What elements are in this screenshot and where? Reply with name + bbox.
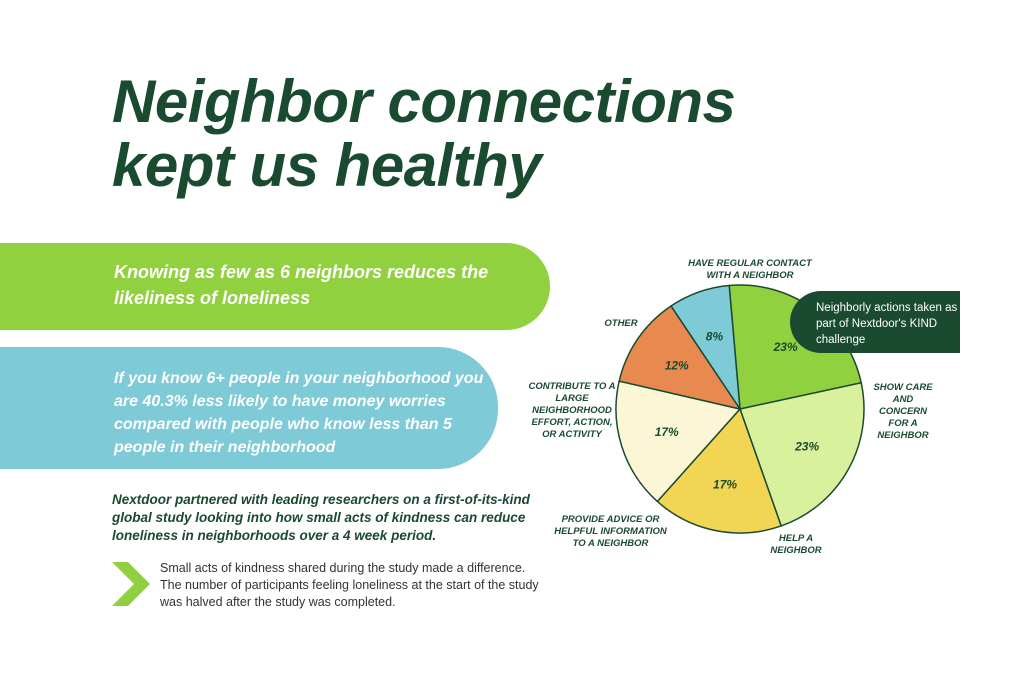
slice-label-help: HELP A NEIGHBOR: [770, 533, 822, 556]
chart-callout: Neighborly actions taken as part of Next…: [790, 291, 960, 353]
slice-label-advice: PROVIDE ADVICE OR HELPFUL INFORMATION TO…: [554, 514, 667, 549]
money-worries-banner-text: If you know 6+ people in your neighborho…: [114, 370, 484, 456]
slice-label-contribute: CONTRIBUTE TO A LARGE NEIGHBORHOOD EFFOR…: [528, 381, 616, 440]
loneliness-banner-text: Knowing as few as 6 neighbors reduces th…: [114, 262, 489, 308]
slice-label-care-concern: SHOW CARE AND CONCERN FOR A NEIGHBOR: [873, 382, 933, 441]
loneliness-banner: Knowing as few as 6 neighbors reduces th…: [0, 243, 550, 330]
study-result-note: Small acts of kindness shared during the…: [160, 561, 539, 609]
money-worries-banner: If you know 6+ people in your neighborho…: [0, 347, 498, 469]
pie-value-care-concern: 23%: [794, 440, 819, 454]
pie-value-regular-contact: 23%: [773, 340, 798, 354]
pie-value-contribute: 12%: [665, 358, 689, 372]
chevron-right-icon: [112, 562, 150, 606]
pie-slice-advice: [615, 380, 742, 503]
pie-value-help: 17%: [713, 477, 737, 491]
slice-label-other: OTHER: [604, 318, 638, 329]
pie-slice-care-concern: [739, 381, 865, 527]
pie-value-other: 8%: [706, 329, 724, 343]
page-title: Neighbor connections kept us healthy: [112, 68, 736, 199]
study-description: Nextdoor partnered with leading research…: [112, 492, 530, 543]
pie-slice-contribute: [618, 304, 742, 411]
pie-slice-other: [669, 284, 741, 410]
pie-slice-help: [656, 407, 783, 534]
pie-value-advice: 17%: [655, 425, 679, 439]
slice-label-regular-contact: HAVE REGULAR CONTACT WITH A NEIGHBOR: [688, 258, 812, 281]
